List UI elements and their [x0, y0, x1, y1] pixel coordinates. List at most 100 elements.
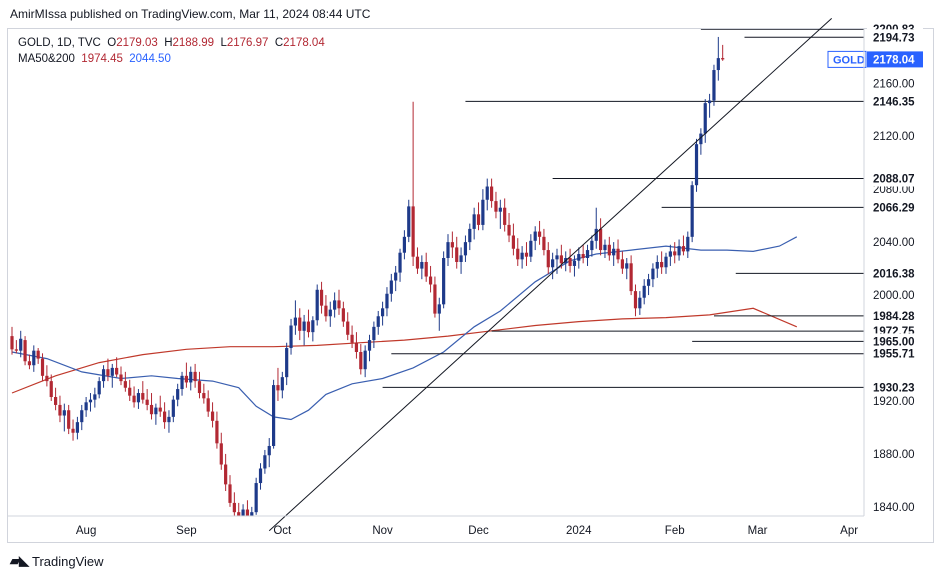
- candle-body: [10, 336, 14, 350]
- candle-body: [420, 261, 424, 269]
- time-tick-label: Aug: [76, 525, 96, 537]
- candle-body: [180, 375, 184, 390]
- candle-body: [381, 308, 385, 317]
- level-price-label: 1965.00: [873, 336, 915, 348]
- time-tick-label: Nov: [372, 525, 393, 537]
- candle-body: [415, 256, 420, 269]
- candle-body: [546, 250, 550, 268]
- candle-body: [411, 206, 415, 257]
- candle-body: [54, 397, 58, 405]
- candle-body: [402, 236, 406, 253]
- candle-body: [19, 338, 23, 351]
- candle-body: [516, 248, 520, 260]
- candle-body: [551, 259, 555, 268]
- candle-body: [84, 402, 88, 411]
- candle-body: [276, 385, 280, 391]
- candle-body: [315, 289, 319, 321]
- candle-body: [677, 246, 681, 256]
- candle-body: [263, 455, 267, 469]
- candle-body: [581, 254, 585, 259]
- candle-body: [690, 185, 694, 237]
- candle-body: [14, 349, 18, 351]
- candle-body: [585, 250, 590, 259]
- tradingview-logo[interactable]: ▰◣ TradingView: [10, 553, 104, 569]
- level-label-bg-1: [867, 29, 923, 46]
- candle-body: [655, 261, 659, 269]
- published-by: AmirMIssa published on TradingView.com, …: [10, 7, 371, 21]
- candle-body: [280, 377, 284, 391]
- candle-body: [119, 374, 123, 382]
- level-label-bg-2: [867, 93, 923, 110]
- candle-body: [62, 410, 66, 416]
- candle-body: [594, 228, 598, 241]
- candle-body: [123, 381, 127, 388]
- level-price-label: 1955.71: [873, 349, 915, 361]
- ma-line: MA50&200 1974.45 2044.50: [18, 51, 325, 67]
- candle-body: [664, 256, 668, 268]
- candle-body: [324, 305, 328, 317]
- trendline: [268, 18, 833, 532]
- close-value: 2178.04: [283, 37, 325, 49]
- brand-name: TradingView: [32, 553, 104, 569]
- candle-body: [428, 276, 433, 285]
- candle-body: [668, 251, 672, 257]
- candle-body: [367, 340, 372, 351]
- candle-body: [555, 255, 559, 260]
- candle-body: [193, 371, 197, 382]
- ma200-line: [11, 307, 798, 394]
- price-tick-label: 2040.00: [873, 237, 915, 249]
- candle-body: [128, 387, 132, 396]
- candle-body: [568, 258, 572, 266]
- candle-body: [612, 248, 616, 256]
- candle-body: [341, 308, 345, 322]
- candle-body: [328, 309, 332, 317]
- low-value: 2176.97: [226, 37, 269, 49]
- candle-body: [616, 248, 620, 260]
- candle-body: [712, 70, 716, 101]
- level-label-bg-3: [867, 170, 923, 187]
- candle-body: [136, 393, 141, 403]
- candle-body: [215, 420, 219, 444]
- level-price-label: 2016.38: [873, 268, 915, 280]
- candle-body: [237, 512, 241, 516]
- candle-body: [529, 240, 533, 257]
- candle-body: [673, 251, 677, 256]
- level-price-label: 1930.23: [873, 382, 915, 394]
- level-label-bg-9: [867, 345, 923, 362]
- candle-body: [498, 207, 502, 212]
- candle-body: [407, 206, 411, 237]
- low-label: L: [220, 37, 227, 49]
- candle-body: [71, 428, 75, 433]
- candle-body: [359, 351, 363, 370]
- candle-body: [686, 236, 690, 252]
- time-tick-label: Oct: [273, 525, 292, 537]
- candle-body: [202, 393, 206, 399]
- candle-body: [511, 235, 515, 249]
- candle-body: [468, 228, 472, 243]
- candle-body: [272, 385, 276, 446]
- candle-body: [149, 404, 154, 415]
- level-label-bg-5: [867, 265, 923, 282]
- candle-body: [285, 348, 289, 378]
- time-tick-label: 2024: [566, 525, 592, 537]
- candle-body: [559, 255, 563, 264]
- candle-body: [333, 300, 337, 310]
- symbol-info[interactable]: GOLD, 1D, TVC: [18, 37, 101, 49]
- candle-body: [32, 350, 36, 366]
- level-price-label: 2194.73: [873, 32, 915, 44]
- candle-body: [708, 100, 712, 104]
- candle-body: [36, 350, 40, 359]
- candle-body: [241, 509, 245, 516]
- high-value: 2188.99: [172, 37, 215, 49]
- candle-body: [319, 289, 324, 306]
- price-tick-label: 1840.00: [873, 502, 915, 514]
- candle-body: [250, 512, 254, 516]
- candle-body: [75, 422, 79, 433]
- candle-body: [503, 207, 507, 225]
- candle-body: [346, 321, 350, 335]
- candle-body: [372, 326, 376, 341]
- ma-label[interactable]: MA50&200: [18, 53, 75, 65]
- candle-body: [494, 201, 498, 212]
- candle-body: [311, 320, 315, 333]
